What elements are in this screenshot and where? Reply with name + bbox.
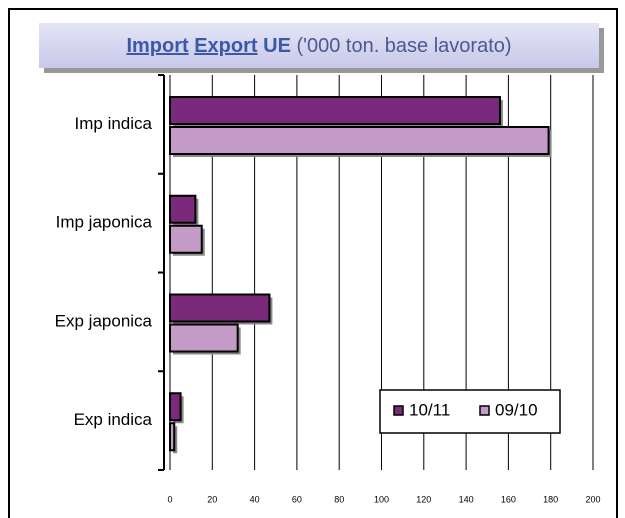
bar [169,194,197,224]
title-box [39,23,599,68]
title-part: UE [263,35,291,57]
frame [8,8,618,518]
bar [169,293,271,323]
x-tick-label: 80 [334,494,344,504]
bar [169,224,203,254]
x-tick-label: 120 [416,494,431,504]
bar [169,323,239,353]
bar [169,96,501,125]
legend-box [379,389,561,434]
category-label: Imp japonica [56,213,153,232]
chart-title: Import Export UE ('000 ton. base lavorat… [126,35,511,57]
title-part: Import [126,35,189,57]
legend-swatch [479,405,490,416]
x-tick-label: 100 [374,494,389,504]
legend-swatch [393,405,404,416]
bar [169,392,182,422]
x-tick-label: 180 [543,494,558,504]
title-part: Export [194,35,258,57]
legend-label: 09/10 [495,400,538,419]
x-tick-label: 40 [250,494,260,504]
x-tick-label: 200 [585,494,600,504]
category-label: Exp japonica [55,311,153,330]
x-tick-label: 140 [459,494,474,504]
x-tick-label: 60 [292,494,302,504]
x-tick-label: 20 [207,494,217,504]
plot: 0 20 40 60 80 100 120 140 160 180 200 Imp indica Imp… [55,74,601,504]
category-label: Imp indica [75,114,153,133]
legend-label: 10/11 [409,400,450,419]
bar [169,422,176,452]
bar [169,126,550,155]
category-label: Exp indica [74,410,153,429]
title-part: ('000 ton. base lavorato) [296,35,511,57]
x-tick-label: 0 [167,494,172,504]
x-tick-label: 160 [501,494,516,504]
